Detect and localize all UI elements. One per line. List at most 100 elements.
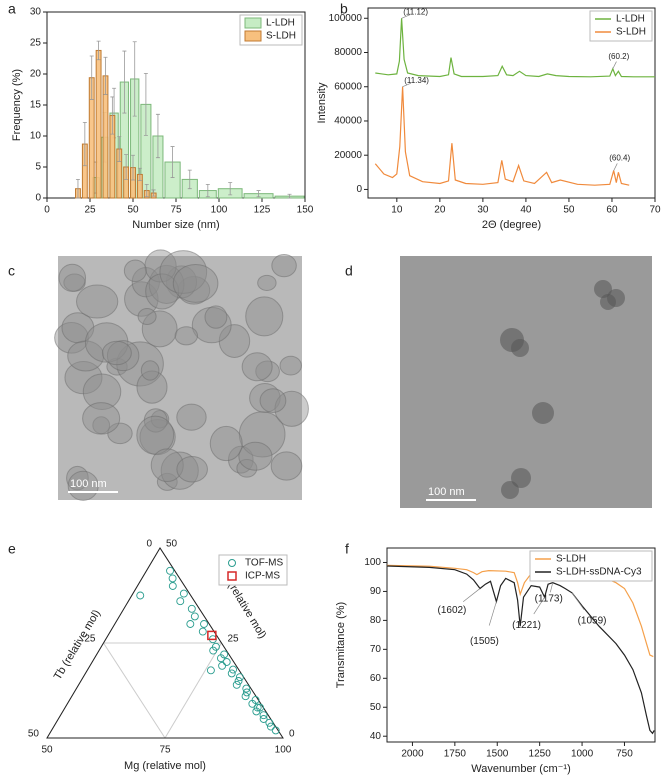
- tb-tick-label: 25: [84, 634, 96, 645]
- error-bar: [122, 50, 127, 114]
- point: [265, 718, 274, 727]
- x-tick-label: 25: [84, 205, 96, 216]
- mg-axis-label: Mg (relative mol): [124, 760, 206, 772]
- y-tick-label: 60000: [334, 81, 362, 92]
- legend-label: S-LDH-ssDNA-Cy3: [556, 567, 642, 578]
- particle: [511, 468, 531, 488]
- point: [242, 688, 251, 697]
- panel-letter: c: [8, 263, 15, 279]
- error-bar: [144, 183, 149, 198]
- point: [168, 574, 177, 583]
- legend-label: S-LDH: [556, 554, 586, 565]
- particle: [82, 373, 122, 411]
- al-tick-label: 0: [289, 729, 295, 740]
- triangle-frame: [46, 547, 284, 739]
- y-tick-label: 0: [35, 193, 41, 204]
- tb-tick-label: 0: [146, 539, 152, 550]
- annotation: (11.34): [404, 76, 429, 85]
- y-tick-label: 10: [30, 131, 42, 142]
- particle: [140, 360, 160, 381]
- x-tick-label: 1750: [444, 749, 467, 760]
- point: [229, 665, 238, 674]
- y-tick-label: 0: [356, 184, 362, 195]
- particle: [58, 263, 87, 292]
- particle: [255, 360, 280, 383]
- point: [218, 661, 227, 670]
- particle: [159, 250, 208, 294]
- particle: [106, 340, 140, 372]
- error-bar: [75, 179, 80, 199]
- error-bar: [96, 40, 101, 61]
- al-tick-label: 25: [228, 634, 240, 645]
- x-tick-label: 2000: [401, 749, 424, 760]
- y-tick-label: 80000: [334, 47, 362, 58]
- x-tick-label: 60: [606, 205, 618, 216]
- x-tick-label: 50: [563, 205, 575, 216]
- particle: [204, 305, 228, 329]
- annotation: (60.2): [608, 52, 629, 61]
- annotation: (1602): [437, 605, 466, 616]
- y-tick-label: 90: [370, 586, 382, 597]
- particle: [101, 340, 132, 366]
- x-tick-label: 10: [391, 205, 403, 216]
- x-tick-label: 20: [434, 205, 446, 216]
- annotation: (1221): [512, 620, 541, 631]
- scale-bar-label: 100 nm: [428, 486, 465, 498]
- y-tick-label: 80: [370, 615, 382, 626]
- point: [207, 630, 217, 641]
- particle: [174, 326, 199, 346]
- legend-swatch: [228, 559, 236, 567]
- legend-swatch: [227, 571, 237, 581]
- particle: [82, 402, 121, 435]
- particle: [279, 355, 302, 376]
- annotation: (60.4): [609, 154, 630, 163]
- x-tick-label: 30: [477, 205, 489, 216]
- point: [136, 591, 145, 600]
- particle: [141, 310, 178, 348]
- x-tick-label: 70: [649, 205, 661, 216]
- x-axis-label: Wavenumber (cm⁻¹): [471, 763, 571, 775]
- error-bar: [124, 154, 129, 180]
- point: [259, 715, 268, 723]
- particle: [67, 470, 99, 501]
- bar: [95, 49, 102, 199]
- particle: [600, 294, 616, 310]
- line: [374, 86, 630, 186]
- grid-line: [103, 642, 166, 739]
- tb-tick-label: 50: [28, 729, 40, 740]
- particle: [238, 441, 273, 471]
- y-tick-label: 25: [30, 38, 42, 49]
- legend-label: S-LDH: [266, 31, 296, 42]
- particle: [84, 322, 129, 363]
- point: [222, 658, 231, 666]
- annotation-leader: [549, 582, 554, 593]
- annotation: (1505): [470, 636, 499, 647]
- particle: [160, 451, 199, 490]
- point: [232, 680, 241, 689]
- error-bar: [82, 121, 87, 167]
- particle: [150, 448, 184, 482]
- error-bar: [205, 183, 210, 198]
- particle: [150, 410, 170, 429]
- legend-swatch: [244, 30, 262, 42]
- particle: [139, 418, 176, 456]
- legend-box: [589, 10, 653, 42]
- particle: [259, 388, 287, 413]
- grid-line: [164, 642, 222, 739]
- legend-swatch: [244, 17, 262, 29]
- point: [256, 703, 264, 712]
- error-bar: [256, 190, 261, 198]
- x-tick-label: 75: [170, 205, 182, 216]
- mg-tick-label: 75: [159, 745, 171, 756]
- x-tick-label: 150: [297, 205, 314, 216]
- y-tick-label: 70: [370, 644, 382, 655]
- y-axis-label: Intensity: [316, 82, 328, 123]
- point: [211, 642, 220, 651]
- panel-letter: d: [345, 263, 353, 279]
- point: [227, 669, 236, 678]
- plot-frame: [367, 7, 656, 199]
- x-axis-label: 2Θ (degree): [482, 219, 541, 231]
- y-axis-label: Transmitance (%): [335, 602, 347, 688]
- panel-letter: b: [340, 1, 348, 17]
- particle: [209, 425, 243, 462]
